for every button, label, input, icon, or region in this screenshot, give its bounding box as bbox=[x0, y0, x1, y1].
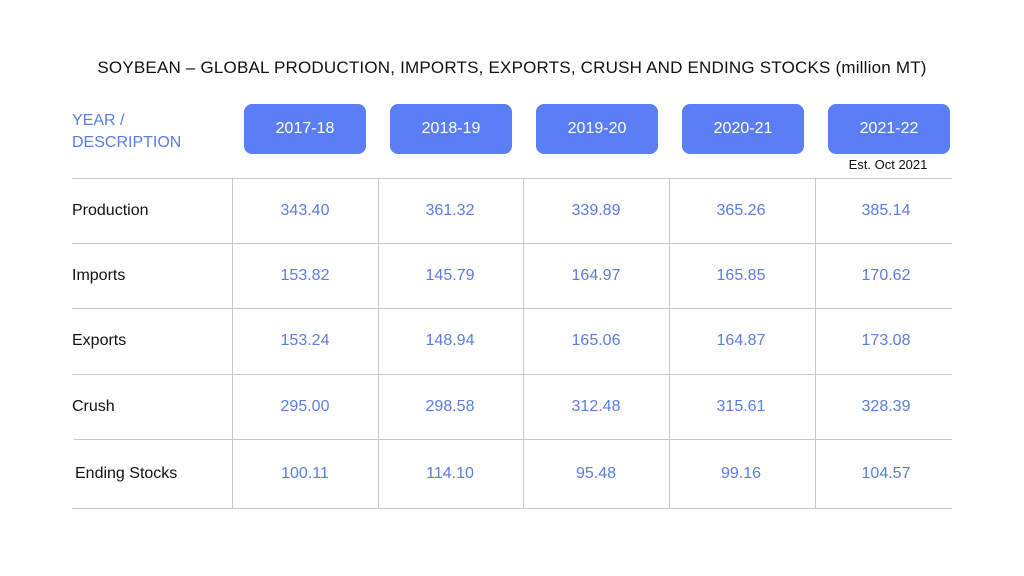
table-cell: 148.94 bbox=[425, 332, 475, 349]
table-cell: 328.39 bbox=[861, 397, 911, 415]
table-cell: 339.89 bbox=[571, 201, 621, 219]
row-header: YEAR / DESCRIPTION bbox=[72, 112, 182, 151]
grid-vline bbox=[669, 178, 670, 508]
row-label-exports: Exports bbox=[72, 332, 127, 349]
table-cell: 164.87 bbox=[716, 332, 766, 349]
table-cell: 365.26 bbox=[716, 201, 766, 219]
table-cell: 361.32 bbox=[425, 201, 475, 219]
table-cell: 173.08 bbox=[861, 332, 911, 349]
table-cell: 100.11 bbox=[281, 464, 329, 482]
table-cell: 385.14 bbox=[861, 201, 911, 219]
row-label-imports: Imports bbox=[72, 266, 126, 284]
table-cell: 153.82 bbox=[280, 266, 330, 284]
table-cell: 104.57 bbox=[861, 464, 911, 482]
grid-hline bbox=[72, 374, 952, 375]
year-pill-2017-18: 2017-18 bbox=[244, 104, 366, 154]
table-cell: 312.48 bbox=[571, 397, 621, 415]
grid-vline bbox=[815, 178, 816, 508]
year-pill-2018-19: 2018-19 bbox=[390, 104, 512, 154]
grid-hline bbox=[74, 439, 952, 440]
grid-hline bbox=[72, 508, 952, 509]
year-pill-2021-22: 2021-22 bbox=[828, 104, 950, 154]
table-cell: 164.97 bbox=[571, 266, 621, 284]
table-cell: 343.40 bbox=[280, 201, 330, 219]
table-cell: 298.58 bbox=[425, 397, 475, 415]
table-cell: 95.48 bbox=[575, 464, 617, 482]
year-pill-2020-21: 2020-21 bbox=[682, 104, 804, 154]
table-cell: 165.85 bbox=[716, 266, 766, 284]
row-label-crush: Crush bbox=[72, 397, 115, 415]
grid-hline bbox=[72, 308, 952, 309]
grid-vline bbox=[232, 178, 233, 508]
grid-hline bbox=[72, 243, 952, 244]
year-pill-2019-20: 2019-20 bbox=[536, 104, 658, 154]
table-cell: 315.61 bbox=[716, 397, 766, 415]
table-cell: 165.06 bbox=[571, 332, 621, 349]
table-cell: 114.10 bbox=[426, 464, 474, 482]
chart-title: SOYBEAN – GLOBAL PRODUCTION, IMPORTS, EX… bbox=[97, 58, 927, 77]
grid-vline bbox=[378, 178, 379, 508]
grid-vline bbox=[523, 178, 524, 508]
table-cell: 145.79 bbox=[425, 266, 475, 284]
grid-hline bbox=[72, 178, 952, 179]
table-cell: 153.24 bbox=[280, 332, 330, 349]
estimate-note: Est. Oct 2021 bbox=[848, 157, 928, 172]
table-cell: 99.16 bbox=[720, 464, 762, 482]
table-cell: 295.00 bbox=[280, 397, 330, 415]
row-label-production: Production bbox=[72, 201, 149, 219]
table-cell: 170.62 bbox=[861, 266, 911, 284]
row-label-ending-stocks: Ending Stocks bbox=[75, 464, 178, 482]
